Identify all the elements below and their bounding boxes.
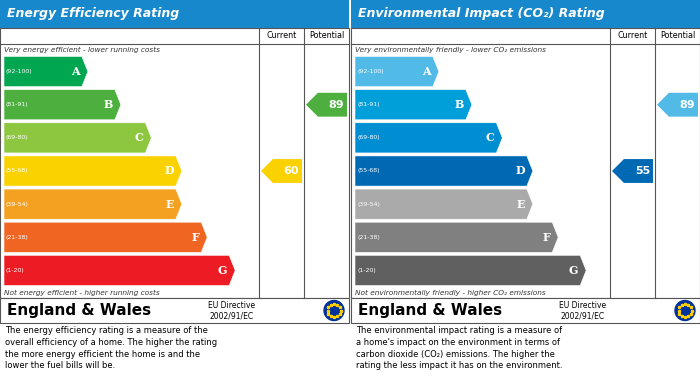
Text: The energy efficiency rating is a measure of the
overall efficiency of a home. T: The energy efficiency rating is a measur…: [5, 326, 217, 370]
Text: F: F: [191, 232, 200, 243]
Text: (1-20): (1-20): [357, 268, 376, 273]
Text: F: F: [542, 232, 550, 243]
Text: Not environmentally friendly - higher CO₂ emissions: Not environmentally friendly - higher CO…: [355, 289, 546, 296]
Bar: [351, 0, 700, 28]
Polygon shape: [355, 156, 533, 186]
Text: England & Wales: England & Wales: [7, 303, 151, 318]
Polygon shape: [355, 57, 439, 87]
Text: (92-100): (92-100): [357, 69, 384, 74]
Text: (92-100): (92-100): [6, 69, 33, 74]
Text: D: D: [164, 165, 174, 176]
Text: Current: Current: [267, 32, 297, 41]
Polygon shape: [355, 189, 533, 219]
Text: D: D: [515, 165, 525, 176]
Text: (55-68): (55-68): [6, 169, 29, 174]
Text: (81-91): (81-91): [6, 102, 29, 107]
Text: The environmental impact rating is a measure of
a home's impact on the environme: The environmental impact rating is a mea…: [356, 326, 563, 370]
Text: (55-68): (55-68): [357, 169, 379, 174]
Text: (39-54): (39-54): [357, 202, 380, 206]
Text: Potential: Potential: [660, 32, 695, 41]
Text: (69-80): (69-80): [357, 135, 379, 140]
Bar: [0, 0, 349, 28]
Text: A: A: [71, 66, 80, 77]
Text: 89: 89: [328, 100, 344, 110]
Text: 55: 55: [635, 166, 650, 176]
Polygon shape: [612, 159, 653, 183]
Text: G: G: [568, 265, 578, 276]
Polygon shape: [261, 159, 302, 183]
Text: B: B: [104, 99, 113, 110]
Polygon shape: [4, 189, 182, 219]
Polygon shape: [355, 222, 558, 252]
Bar: [0, 298, 349, 323]
Circle shape: [675, 301, 695, 321]
Text: (69-80): (69-80): [6, 135, 29, 140]
Text: (39-54): (39-54): [6, 202, 29, 206]
Text: (21-38): (21-38): [357, 235, 379, 240]
Text: Not energy efficient - higher running costs: Not energy efficient - higher running co…: [4, 289, 160, 296]
Polygon shape: [306, 93, 347, 117]
Bar: [351, 28, 700, 298]
Text: Environmental Impact (CO₂) Rating: Environmental Impact (CO₂) Rating: [358, 7, 605, 20]
Text: (81-91): (81-91): [357, 102, 379, 107]
Text: B: B: [454, 99, 464, 110]
Text: E: E: [165, 199, 174, 210]
Polygon shape: [4, 90, 121, 120]
Text: EU Directive
2002/91/EC: EU Directive 2002/91/EC: [208, 301, 255, 320]
Text: 89: 89: [680, 100, 695, 110]
Text: (1-20): (1-20): [6, 268, 25, 273]
Polygon shape: [4, 57, 88, 87]
Polygon shape: [4, 123, 151, 153]
Text: Very environmentally friendly - lower CO₂ emissions: Very environmentally friendly - lower CO…: [355, 47, 546, 52]
Text: C: C: [485, 133, 494, 143]
Text: A: A: [422, 66, 430, 77]
Text: England & Wales: England & Wales: [358, 303, 502, 318]
Polygon shape: [4, 255, 235, 285]
Text: Energy Efficiency Rating: Energy Efficiency Rating: [7, 7, 179, 20]
Polygon shape: [355, 90, 472, 120]
Polygon shape: [4, 156, 182, 186]
Text: 60: 60: [284, 166, 299, 176]
Text: C: C: [134, 133, 144, 143]
Polygon shape: [657, 93, 698, 117]
Polygon shape: [4, 222, 207, 252]
Text: E: E: [517, 199, 525, 210]
Text: EU Directive
2002/91/EC: EU Directive 2002/91/EC: [559, 301, 606, 320]
Text: Potential: Potential: [309, 32, 344, 41]
Text: Very energy efficient - lower running costs: Very energy efficient - lower running co…: [4, 47, 160, 52]
Text: G: G: [218, 265, 227, 276]
Text: (21-38): (21-38): [6, 235, 29, 240]
Polygon shape: [355, 123, 503, 153]
Bar: [0, 28, 349, 298]
Text: Current: Current: [617, 32, 648, 41]
Circle shape: [324, 301, 344, 321]
Polygon shape: [355, 255, 586, 285]
Bar: [351, 298, 700, 323]
